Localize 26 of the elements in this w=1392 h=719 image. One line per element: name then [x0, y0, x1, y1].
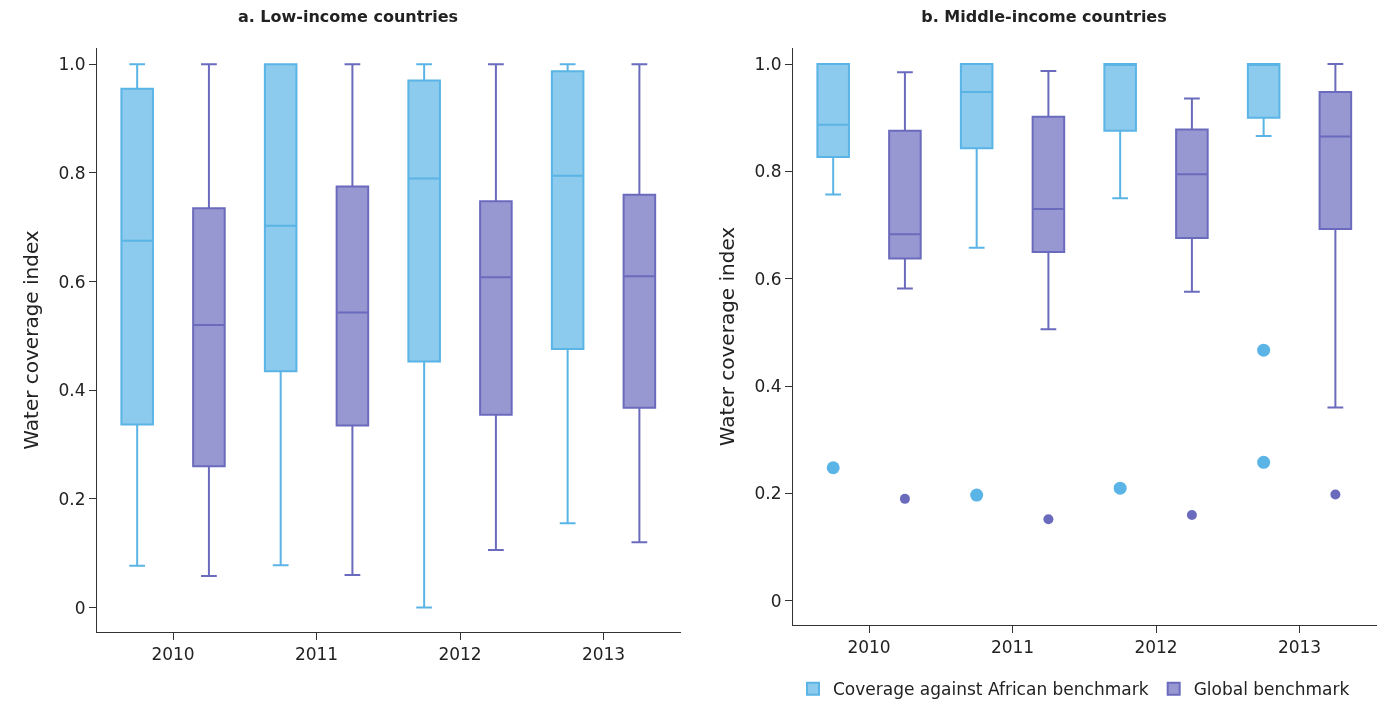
x-tick-label: 2010 [151, 644, 195, 665]
y-axis-title: Water coverage index [19, 230, 44, 450]
x-tick-label: 2013 [1277, 637, 1322, 658]
y-tick-label: 0.8 [58, 162, 86, 183]
x-tick-label: 2011 [294, 644, 339, 665]
x-tick-label: 2012 [438, 644, 482, 665]
y-tick-label: 0.8 [754, 161, 782, 182]
x-tick-label: 2011 [990, 637, 1035, 658]
y-tick-label: 0.6 [58, 271, 86, 292]
y-tick-label: 0.6 [754, 268, 782, 289]
legend-label: Coverage against African benchmark [833, 679, 1149, 700]
y-tick-label: 0.4 [58, 380, 86, 401]
y-tick-label: 1.0 [754, 54, 782, 75]
y-tick-label: 0.2 [754, 483, 782, 504]
legend-label: Global benchmark [1193, 679, 1350, 700]
y-tick-label: 0 [74, 597, 86, 618]
x-tick-label: 2010 [847, 637, 891, 658]
y-tick-label: 0.4 [754, 376, 782, 397]
y-axis-title: Water coverage index [715, 226, 740, 447]
y-tick-label: 0.2 [58, 488, 86, 509]
x-tick-label: 2012 [1134, 637, 1178, 658]
x-tick-label: 2013 [581, 644, 626, 665]
y-tick-label: 0 [770, 590, 782, 611]
chart-title: b. Middle-income countries [921, 6, 1167, 26]
chart-title: a. Low-income countries [237, 6, 459, 26]
y-tick-label: 1.0 [58, 54, 86, 75]
